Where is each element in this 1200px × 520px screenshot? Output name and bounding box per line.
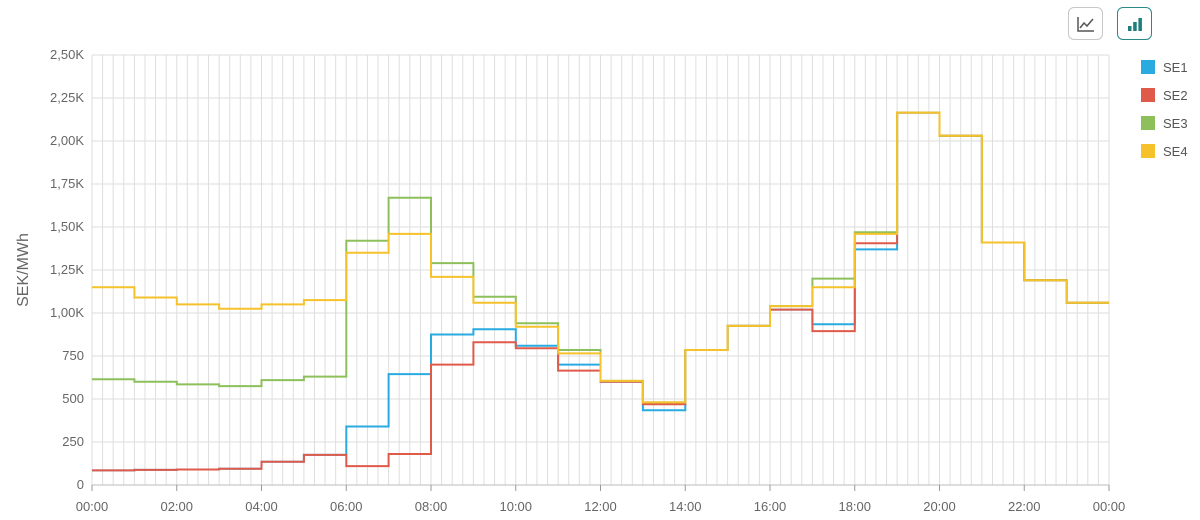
x-tick-label: 08:00 (415, 499, 448, 514)
line-chart-icon (1076, 16, 1094, 32)
y-tick-label: 2,25K (50, 90, 84, 105)
grid (91, 54, 1110, 486)
x-tick-label: 16:00 (754, 499, 787, 514)
legend: SE1 SE2 SE3 SE4 (1141, 60, 1188, 159)
legend-item-se3[interactable]: SE3 (1141, 116, 1188, 131)
series-lines (92, 111, 1109, 472)
legend-item-se4[interactable]: SE4 (1141, 144, 1188, 159)
bar-chart-icon (1127, 17, 1142, 31)
bar-chart-button[interactable] (1117, 7, 1152, 40)
x-tick-label: 14:00 (669, 499, 702, 514)
axes: 0 250 500 750 1,00K 1,25K 1,50K 1,75K 2,00K 2,25K… (50, 47, 1125, 514)
y-tick-label: 1,25K (50, 262, 84, 277)
y-tick-label: 2,00K (50, 133, 84, 148)
y-axis-label: SEK/MWh (15, 233, 32, 307)
x-tick-label: 20:00 (923, 499, 956, 514)
series-line-se4 (92, 111, 1109, 404)
x-tick-label: 10:00 (499, 499, 532, 514)
y-tick-label: 1,00K (50, 305, 84, 320)
x-tick-label: 22:00 (1008, 499, 1041, 514)
y-tick-label: 750 (62, 348, 84, 363)
legend-label: SE1 (1163, 60, 1188, 75)
legend-label: SE3 (1163, 116, 1188, 131)
y-tick-label: 250 (62, 434, 84, 449)
legend-label: SE4 (1163, 144, 1188, 159)
x-tick-label: 06:00 (330, 499, 363, 514)
x-tick-label: 02:00 (160, 499, 193, 514)
x-tick-label: 00:00 (1093, 499, 1126, 514)
x-tick-label: 12:00 (584, 499, 617, 514)
legend-swatch (1141, 88, 1155, 102)
legend-swatch (1141, 60, 1155, 74)
x-tick-label: 18:00 (838, 499, 871, 514)
legend-swatch (1141, 144, 1155, 158)
y-tick-label: 500 (62, 391, 84, 406)
y-tick-label: 1,75K (50, 176, 84, 191)
legend-swatch (1141, 116, 1155, 130)
legend-label: SE2 (1163, 88, 1188, 103)
y-tick-label: 2,50K (50, 47, 84, 62)
legend-item-se2[interactable]: SE2 (1141, 88, 1188, 103)
y-tick-label: 1,50K (50, 219, 84, 234)
x-tick-label: 00:00 (76, 499, 109, 514)
line-chart-button[interactable] (1068, 7, 1103, 40)
x-tick-label: 04:00 (245, 499, 278, 514)
legend-item-se1[interactable]: SE1 (1141, 60, 1188, 75)
y-tick-label: 0 (77, 477, 84, 492)
